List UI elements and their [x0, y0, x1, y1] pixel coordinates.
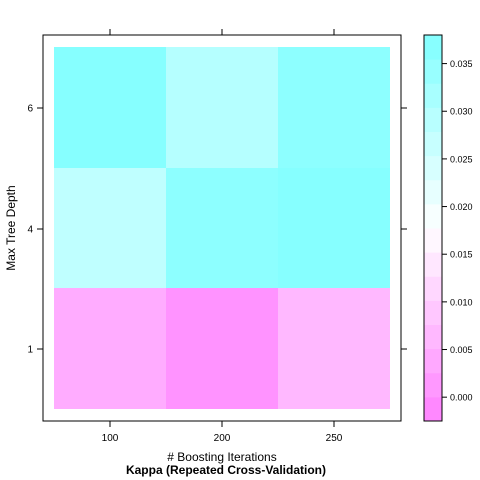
y-tick-label: 1	[27, 345, 33, 356]
x-axis-ticks: 100 200 250	[102, 29, 343, 444]
colorbar-band	[424, 348, 442, 374]
chart-caption: Kappa (Repeated Cross-Validation)	[126, 463, 326, 477]
heatmap-cells	[54, 47, 390, 409]
colorbar-band	[424, 324, 442, 350]
heatmap-cell-depth-4-iter-250	[278, 168, 390, 288]
heatmap-cell-depth-1-iter-250	[278, 288, 390, 409]
colorbar-band	[424, 59, 442, 84]
y-axis-ticks: 1 4 6	[27, 104, 407, 356]
colorbar-band	[424, 203, 442, 229]
colorbar-tick-label: 0.010	[450, 297, 473, 307]
colorbar-ticks: 0.000 0.005 0.010 0.015 0.020 0.025 0.030 0.035	[442, 59, 473, 403]
colorbar-tick-label: 0.015	[450, 250, 473, 260]
colorbar-tick-label: 0.035	[450, 59, 473, 69]
colorbar-band	[424, 300, 442, 325]
y-tick-label: 4	[27, 225, 33, 236]
heatmap-cell-depth-1-iter-100	[54, 288, 166, 409]
heatmap-cell-depth-1-iter-200	[166, 288, 278, 409]
colorbar-band	[424, 131, 442, 157]
x-tick-label: 100	[102, 433, 119, 444]
colorbar-band	[424, 396, 442, 422]
colorbar-band	[424, 276, 442, 301]
colorbar-band	[424, 179, 442, 205]
colorbar-band	[424, 372, 442, 398]
y-tick-label: 6	[27, 104, 33, 115]
heatmap-cell-depth-4-iter-200	[166, 168, 278, 288]
colorbar-frame	[423, 34, 443, 422]
colorbar-band	[424, 155, 442, 181]
heatmap-cell-depth-6-iter-250	[278, 47, 390, 168]
colorbar-tick-label: 0.020	[450, 202, 473, 212]
heatmap-cell-depth-6-iter-100	[54, 47, 166, 168]
colorbar-band	[424, 228, 442, 253]
colorbar-band	[424, 83, 442, 108]
colorbar-tick-label: 0.000	[450, 393, 473, 403]
colorbar-band	[424, 35, 442, 60]
colorbar-band	[424, 107, 442, 132]
x-axis-label: # Boosting Iterations	[167, 450, 276, 464]
colorbar-tick-label: 0.005	[450, 345, 473, 355]
x-tick-label: 250	[326, 433, 343, 444]
colorbar-tick-label: 0.025	[450, 154, 473, 164]
colorbar-band	[424, 252, 442, 277]
colorbar-tick-label: 0.030	[450, 107, 473, 117]
colorbar	[424, 35, 442, 422]
x-tick-label: 200	[214, 433, 231, 444]
heatmap-cell-depth-4-iter-100	[54, 168, 166, 288]
heatmap-cell-depth-6-iter-200	[166, 47, 278, 168]
y-axis-label: Max Tree Depth	[4, 185, 18, 270]
